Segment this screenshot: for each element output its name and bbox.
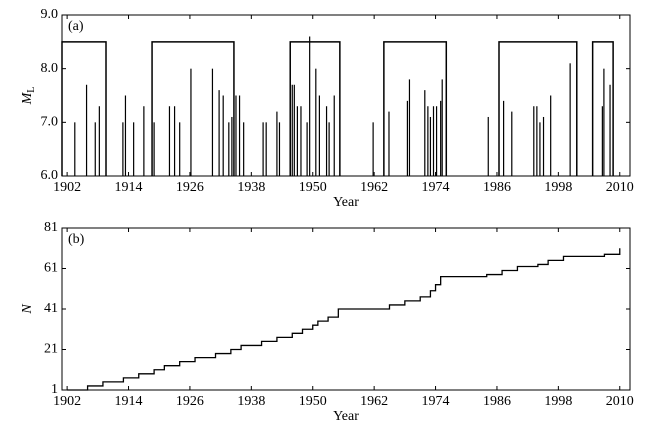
- plot-frame: [61, 14, 631, 177]
- active-period: [591, 41, 614, 176]
- x-tick-label: 1998: [544, 394, 572, 409]
- x-tick-label: 1914: [115, 394, 143, 409]
- x-tick-label: 1986: [483, 180, 511, 195]
- x-tick-label: 1962: [360, 180, 388, 195]
- x-tick-label: 1950: [299, 394, 327, 409]
- x-tick-label: 1938: [237, 180, 265, 195]
- y-axis-label: N: [20, 304, 35, 315]
- active-period: [498, 41, 578, 176]
- y-tick-label: 8.0: [41, 61, 59, 76]
- x-tick-label: 1926: [176, 394, 204, 409]
- y-tick-label: 41: [44, 301, 58, 316]
- x-tick-label: 1974: [422, 180, 450, 195]
- y-axis-label: ML: [20, 87, 37, 106]
- x-axis-label: Year: [333, 409, 359, 424]
- x-tick-label: 1902: [53, 394, 81, 409]
- x-tick-label: 1926: [176, 180, 204, 195]
- x-tick-label: 1974: [422, 394, 450, 409]
- y-axis-label-main: M: [20, 91, 35, 105]
- y-tick-label: 6.0: [41, 168, 59, 183]
- active-period: [289, 41, 341, 176]
- y-axis-label-main: N: [20, 304, 35, 315]
- y-tick-label: 61: [44, 261, 58, 276]
- active-period: [61, 41, 107, 176]
- y-tick-label: 9.0: [41, 7, 59, 22]
- x-tick-label: 2010: [606, 394, 634, 409]
- active-period: [151, 41, 235, 176]
- y-tick-label: 81: [44, 220, 58, 235]
- x-tick-label: 1902: [53, 180, 81, 195]
- panel-label: (b): [68, 232, 85, 247]
- active-period: [383, 41, 448, 176]
- x-tick-label: 1950: [299, 180, 327, 195]
- x-tick-label: 1938: [237, 394, 265, 409]
- panel-label: (a): [68, 19, 84, 34]
- x-tick-label: 1998: [544, 180, 572, 195]
- y-tick-label: 1: [51, 382, 58, 397]
- y-tick-label: 7.0: [41, 115, 59, 130]
- x-tick-label: 1986: [483, 394, 511, 409]
- x-tick-label: 1914: [115, 180, 143, 195]
- y-tick-label: 21: [44, 342, 58, 357]
- cumulative-line: [67, 248, 621, 391]
- y-axis-label-subscript: L: [26, 87, 37, 93]
- x-tick-label: 2010: [606, 180, 634, 195]
- x-axis-label: Year: [333, 195, 359, 210]
- x-tick-label: 1962: [360, 394, 388, 409]
